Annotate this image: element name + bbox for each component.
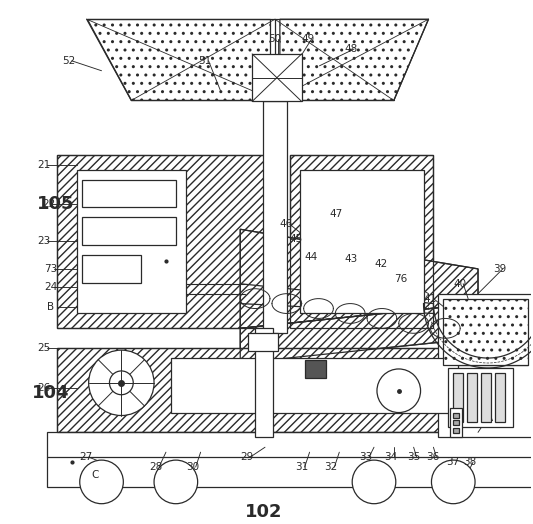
Bar bbox=[467, 373, 477, 422]
Text: 38: 38 bbox=[463, 457, 477, 467]
Text: 49: 49 bbox=[302, 34, 315, 44]
Bar bbox=[453, 412, 459, 418]
Text: A: A bbox=[486, 412, 493, 422]
Bar bbox=[82, 255, 141, 283]
Bar bbox=[495, 373, 505, 422]
Bar bbox=[453, 420, 459, 425]
Text: 31: 31 bbox=[295, 462, 308, 472]
Bar bbox=[481, 373, 491, 422]
Text: 21: 21 bbox=[37, 160, 51, 170]
Text: 27: 27 bbox=[79, 452, 92, 462]
Text: 44: 44 bbox=[305, 252, 318, 262]
Bar bbox=[57, 348, 533, 432]
Text: 45: 45 bbox=[290, 234, 303, 244]
Text: 48: 48 bbox=[344, 44, 358, 54]
Bar bbox=[290, 155, 433, 329]
Text: 76: 76 bbox=[394, 274, 407, 284]
Circle shape bbox=[154, 460, 198, 504]
Text: 50: 50 bbox=[268, 34, 281, 44]
Bar bbox=[290, 155, 433, 329]
Polygon shape bbox=[240, 303, 478, 363]
Text: 33: 33 bbox=[359, 452, 373, 462]
Circle shape bbox=[88, 350, 154, 416]
Text: 34: 34 bbox=[384, 452, 397, 462]
Circle shape bbox=[109, 371, 133, 395]
Text: 24: 24 bbox=[44, 282, 58, 292]
Bar bbox=[82, 180, 176, 208]
Polygon shape bbox=[280, 19, 429, 101]
Text: 104: 104 bbox=[32, 384, 70, 402]
Text: C: C bbox=[92, 470, 99, 480]
Text: 51: 51 bbox=[199, 56, 212, 66]
Text: 39: 39 bbox=[493, 264, 506, 274]
Text: 46: 46 bbox=[280, 220, 293, 230]
Text: 47: 47 bbox=[329, 210, 343, 220]
Bar bbox=[450, 408, 462, 438]
Bar bbox=[252, 54, 302, 102]
Circle shape bbox=[80, 460, 123, 504]
Text: 105: 105 bbox=[37, 195, 75, 213]
Bar bbox=[300, 170, 424, 313]
Circle shape bbox=[377, 369, 421, 412]
Bar bbox=[82, 217, 176, 245]
Text: B: B bbox=[47, 301, 54, 312]
Polygon shape bbox=[240, 230, 478, 329]
Circle shape bbox=[352, 460, 396, 504]
Text: 23: 23 bbox=[37, 236, 51, 246]
Text: 29: 29 bbox=[240, 452, 254, 462]
Bar bbox=[305, 360, 326, 378]
Text: 36: 36 bbox=[426, 452, 440, 462]
Text: 42: 42 bbox=[374, 259, 387, 269]
Text: 41: 41 bbox=[424, 293, 437, 303]
Text: 25: 25 bbox=[37, 343, 51, 353]
Text: 52: 52 bbox=[62, 56, 75, 66]
Bar bbox=[448, 368, 513, 428]
Bar bbox=[47, 432, 533, 487]
Bar bbox=[453, 429, 459, 433]
Text: 22: 22 bbox=[42, 200, 55, 210]
Bar bbox=[57, 348, 533, 432]
Bar bbox=[453, 373, 463, 422]
Bar bbox=[77, 170, 186, 313]
Text: 30: 30 bbox=[186, 462, 199, 472]
Text: 37: 37 bbox=[446, 457, 459, 467]
Bar bbox=[443, 299, 528, 365]
Bar bbox=[57, 155, 275, 329]
Text: 40: 40 bbox=[453, 279, 466, 289]
Text: 26: 26 bbox=[37, 383, 51, 393]
Bar bbox=[171, 358, 458, 412]
Bar bbox=[57, 155, 275, 329]
Bar bbox=[439, 293, 532, 438]
Text: 35: 35 bbox=[407, 452, 420, 462]
Bar bbox=[263, 102, 287, 333]
Text: 32: 32 bbox=[325, 462, 338, 472]
Text: 43: 43 bbox=[344, 254, 358, 264]
Text: 28: 28 bbox=[149, 462, 163, 472]
Bar bbox=[255, 329, 273, 438]
Text: 102: 102 bbox=[245, 503, 282, 521]
Text: 73: 73 bbox=[44, 264, 58, 274]
Circle shape bbox=[431, 460, 475, 504]
Bar bbox=[248, 333, 278, 351]
Polygon shape bbox=[87, 19, 270, 101]
